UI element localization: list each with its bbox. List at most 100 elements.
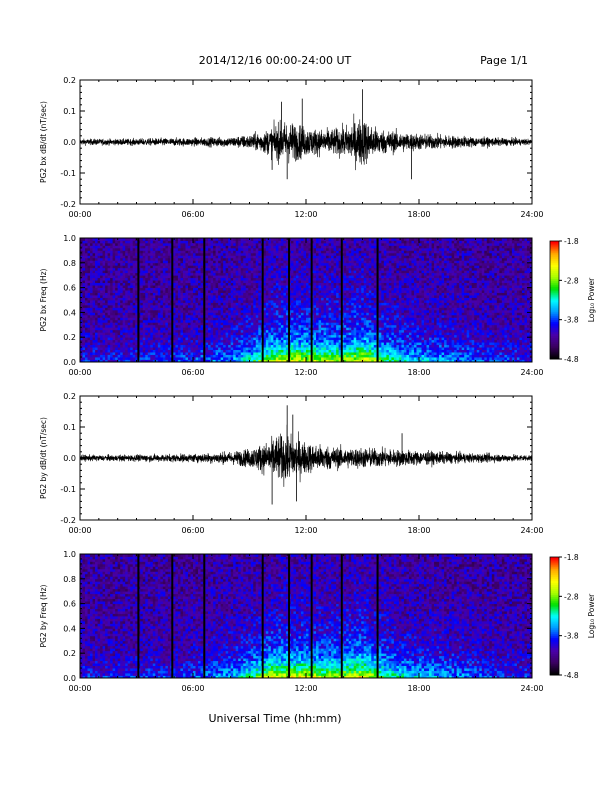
spectrogram-cell [218,322,222,326]
spectrogram-cell [110,290,114,293]
spectrogram-cell [82,252,86,256]
spectrogram-cell [157,270,161,274]
spectrogram-cell [268,324,272,328]
spectrogram-cell [263,238,267,241]
spectrogram-cell [140,240,144,244]
spectrogram-cell [85,317,88,321]
spectrogram-cell [306,247,309,251]
spectrogram-cell [120,277,124,281]
spectrogram-cell [275,275,279,279]
spectrogram-cell [107,344,111,348]
spectrogram-cell [318,238,322,241]
spectrogram-cell [321,282,324,286]
spectrogram-cell [300,349,304,353]
spectrogram-cell [172,285,176,288]
spectrogram-cell [235,319,239,323]
spectrogram-cell [290,290,294,293]
spectrogram-cell [213,337,216,341]
spectrogram-cell [157,307,161,311]
spectrogram-cell [215,252,219,256]
spectrogram-cell [190,334,194,338]
spectrogram-cell [87,317,91,321]
spectrogram-cell [308,307,312,311]
spectrogram-cell [293,347,297,350]
spectrogram-cell [120,255,124,259]
spectrogram-cell [233,282,237,286]
spectrogram-cell [205,290,209,293]
spectrogram-cell [321,322,324,326]
spectrogram-cell [92,238,96,241]
spectrogram-cell [230,347,234,350]
spectrogram-cell [160,352,164,355]
spectrogram-cell [306,312,309,316]
spectrogram-cell [95,242,98,246]
spectrogram-cell [157,275,161,279]
spectrogram-cell [210,342,214,346]
spectrogram-cell [238,339,242,343]
spectrogram-cell [92,332,96,336]
spectrogram-cell [100,314,103,318]
spectrogram-cell [193,317,196,321]
spectrogram-cell [145,262,149,266]
spectrogram-cell [90,354,93,358]
spectrogram-cell [125,297,129,301]
spectrogram-cell [225,285,229,288]
spectrogram-cell [243,332,247,336]
spectrogram-cell [150,329,154,333]
spectrogram-cell [85,359,88,363]
spectrogram-cell [90,307,93,311]
spectrogram-cell [185,354,189,358]
spectrogram-cell [223,354,227,358]
spectrogram-cell [135,290,139,293]
spectrogram-cell [180,290,184,293]
spectrogram-cell [105,282,109,286]
spectrogram-cell [220,339,224,343]
spectrogram-cell [187,295,191,298]
spectrogram-cell [263,275,267,279]
spectrogram-cell [167,270,171,274]
spectrogram-cell [210,245,214,249]
spectrogram-cell [82,265,86,269]
spectrogram-cell [316,312,319,316]
spectrogram-cell [80,242,83,246]
spectrogram-cell [205,265,209,269]
spectrogram-cell [177,347,181,350]
spectrogram-cell [295,285,299,288]
spectrogram-cell [177,334,181,338]
spectrogram-cell [265,257,269,261]
spectrogram-cell [107,242,111,246]
spectrogram-cell [285,307,289,311]
spectrogram-cell [208,257,211,261]
spectrogram-cell [97,280,101,284]
spectrogram-cell [265,277,269,281]
spectrogram-cell [208,302,211,306]
spectrogram-cell [300,245,304,249]
spectrogram-cell [318,309,322,313]
spectrogram-cell [150,324,154,328]
spectrogram-cell [102,334,106,338]
spectrogram-cell [280,245,284,249]
spectrogram-cell [182,297,186,301]
spectrogram-cell [290,262,294,266]
spectrogram-cell [295,344,299,348]
spectrogram-cell [238,250,242,254]
spectrogram-cell [306,300,309,303]
spectrogram-cell [318,247,322,251]
spectrogram-cell [85,282,88,286]
spectrogram-cell [135,292,139,296]
spectrogram-cell [80,255,83,259]
spectrogram-cell [270,242,274,246]
spectrogram-cell [172,247,176,251]
spectrogram-cell [290,267,294,271]
spectrogram-cell [215,270,219,274]
spectrogram-cell [225,314,229,318]
spectrogram-cell [135,262,139,266]
spectrogram-cell [97,317,101,321]
spectrogram-cell [95,332,98,336]
spectrogram-cell [100,297,103,301]
dbdt-panel-1: 00:00 06:00 12:00 18:00 24:00-0.2-0.10.00.10… [39,76,544,219]
spectrogram-cell [285,252,289,256]
spectrogram-cell [233,332,237,336]
spectrogram-cell [210,309,214,313]
spectrogram-cell [142,307,146,311]
